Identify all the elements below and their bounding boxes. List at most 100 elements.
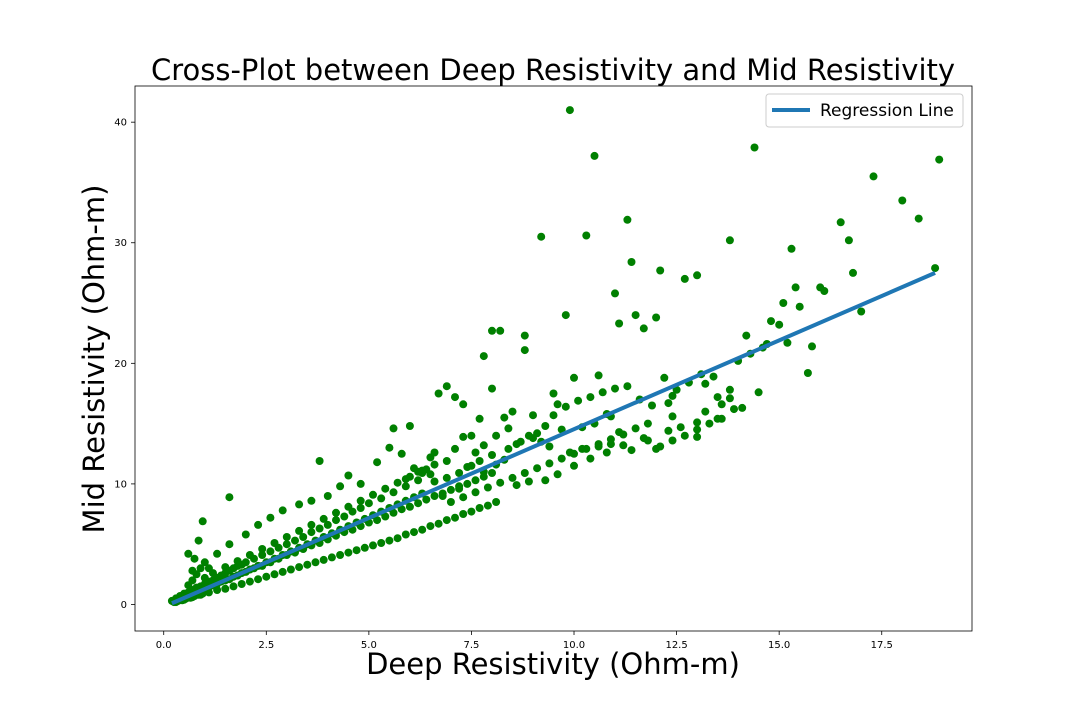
data-point xyxy=(549,389,558,398)
data-point xyxy=(442,473,451,482)
data-point xyxy=(323,492,332,500)
data-point xyxy=(553,470,562,479)
data-point xyxy=(245,577,254,586)
data-point xyxy=(914,214,923,223)
data-point xyxy=(442,516,451,525)
data-point xyxy=(410,528,418,537)
y-tick-label: 0 xyxy=(121,600,127,611)
x-axis-label: Deep Resistivity (Ohm-m) xyxy=(366,647,740,681)
data-point xyxy=(336,482,345,491)
data-point xyxy=(471,448,480,457)
data-point xyxy=(578,444,587,453)
data-point xyxy=(340,512,349,521)
data-point xyxy=(709,372,718,381)
data-point xyxy=(512,481,521,490)
data-point xyxy=(488,451,496,459)
data-point xyxy=(787,244,796,253)
x-axis: 0.0 2.5 5.0 7.5 10.0 12.5 15.0 17.5 xyxy=(156,631,893,651)
data-point xyxy=(664,426,673,435)
data-point xyxy=(471,488,480,497)
data-point xyxy=(221,563,230,572)
data-point xyxy=(389,488,398,497)
data-point xyxy=(488,384,496,393)
data-point xyxy=(725,236,734,245)
data-point xyxy=(282,540,291,549)
data-point xyxy=(434,519,443,528)
data-point xyxy=(570,373,578,382)
data-point xyxy=(221,584,230,593)
data-point xyxy=(430,448,439,457)
data-point xyxy=(668,436,677,445)
data-point xyxy=(561,402,570,411)
data-point xyxy=(451,393,459,402)
data-point xyxy=(488,469,496,477)
data-point xyxy=(434,389,443,398)
data-point xyxy=(524,477,533,486)
regression-line xyxy=(171,271,936,606)
data-point xyxy=(565,106,574,115)
data-point xyxy=(229,582,238,591)
data-point xyxy=(401,475,410,484)
data-point xyxy=(623,382,632,391)
data-point xyxy=(664,399,673,408)
data-point xyxy=(446,485,455,494)
data-point xyxy=(725,385,734,394)
plot-area-frame xyxy=(134,85,973,632)
chart-title: Cross-Plot between Deep Resistivity and … xyxy=(151,53,955,87)
legend: Regression Line xyxy=(765,93,964,128)
data-point xyxy=(389,424,398,433)
data-point xyxy=(369,541,377,550)
data-point xyxy=(332,508,340,517)
data-point xyxy=(307,520,316,529)
data-point xyxy=(631,424,640,433)
data-point xyxy=(319,555,328,564)
data-point xyxy=(266,513,275,522)
data-point xyxy=(479,441,488,450)
data-point xyxy=(541,476,550,485)
data-point xyxy=(430,477,439,486)
x-tick-label: 7.5 xyxy=(463,640,479,651)
data-point xyxy=(656,266,665,275)
data-point xyxy=(418,469,427,477)
x-tick-label: 12.5 xyxy=(665,640,687,651)
data-point xyxy=(270,570,279,579)
data-point xyxy=(844,236,853,245)
data-point xyxy=(508,473,517,482)
data-point xyxy=(693,271,702,280)
data-point xyxy=(184,549,193,558)
data-point xyxy=(504,444,513,453)
data-point xyxy=(680,431,689,440)
data-point xyxy=(693,432,702,441)
data-point xyxy=(286,565,295,574)
data-point xyxy=(483,501,492,510)
data-point xyxy=(198,517,207,526)
data-point xyxy=(475,504,484,512)
data-point xyxy=(742,331,751,340)
data-point xyxy=(570,461,578,470)
data-point xyxy=(188,566,197,575)
y-tick-label: 20 xyxy=(114,359,127,370)
data-point xyxy=(418,525,427,534)
data-point xyxy=(430,492,439,500)
data-point xyxy=(849,268,857,277)
data-point xyxy=(299,533,308,541)
data-point xyxy=(693,425,702,434)
data-point xyxy=(475,457,484,465)
data-point xyxy=(213,549,222,558)
x-tick-label: 10.0 xyxy=(563,640,585,651)
data-point xyxy=(701,379,710,388)
data-point xyxy=(262,572,271,581)
data-point xyxy=(898,196,907,205)
data-point xyxy=(467,431,476,440)
data-point xyxy=(623,215,632,224)
data-point xyxy=(291,536,299,545)
data-point xyxy=(533,429,542,438)
data-point xyxy=(245,551,254,559)
data-point xyxy=(319,514,328,523)
data-point xyxy=(344,471,353,480)
data-point xyxy=(533,464,542,473)
data-point xyxy=(414,476,423,485)
data-point xyxy=(701,407,710,416)
data-point xyxy=(537,232,546,241)
data-point xyxy=(397,449,406,458)
